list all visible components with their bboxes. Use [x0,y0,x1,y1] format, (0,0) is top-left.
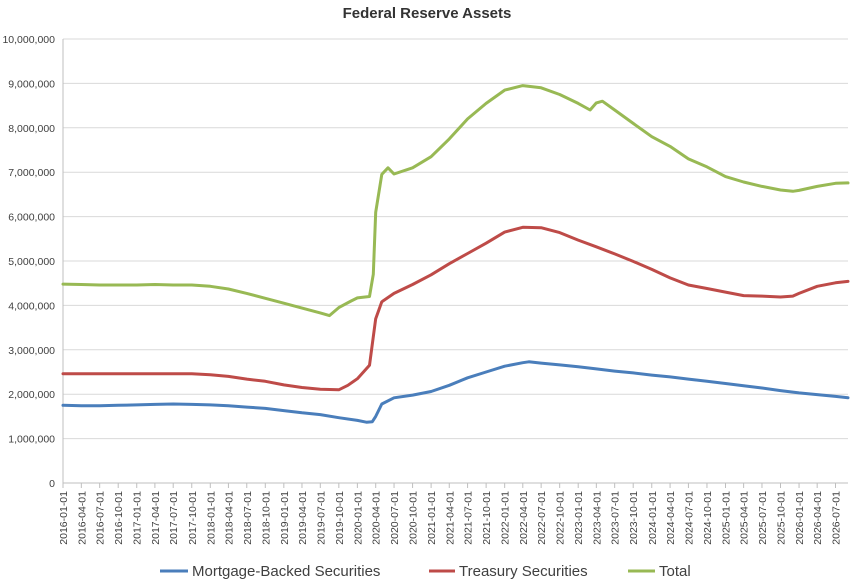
x-tick-label: 2025-10-01 [776,491,788,545]
chart-title: Federal Reserve Assets [343,5,512,22]
x-tick-label: 2018-01-01 [205,491,217,545]
x-axis: 2016-01-01 2016-04-01 2016-07-01 2016-10-01… [58,39,843,545]
x-tick-label: 2019-01-01 [279,491,291,545]
x-tick-label: 2018-07-01 [242,491,254,545]
x-tick-label: 2022-04-01 [518,491,530,545]
x-tick-label: 2019-04-01 [297,491,309,545]
x-tick-label: 2020-01-01 [352,491,364,545]
y-tick-label: 9,000,000 [8,78,55,90]
x-tick-label: 2022-07-01 [536,491,548,545]
x-tick-label: 2022-10-01 [555,491,567,545]
x-tick-label: 2023-10-01 [628,491,640,545]
x-tick-label: 2016-07-01 [95,491,107,545]
y-tick-label: 8,000,000 [8,123,55,135]
y-tick-label: 5,000,000 [8,256,55,268]
x-tick-label: 2025-01-01 [720,491,732,545]
x-tick-label: 2023-07-01 [610,491,622,545]
legend-label: Treasury Securities [459,563,588,580]
y-axis-tick-labels: 0 1,000,000 2,000,000 3,000,000 4,000,000 5,0… [2,34,55,490]
x-tick-label: 2020-04-01 [371,491,383,545]
legend: Mortgage-Backed Securities Treasury Secur… [160,563,691,580]
x-tick-label: 2026-07-01 [831,491,843,545]
y-tick-label: 3,000,000 [8,345,55,357]
x-tick-label: 2023-04-01 [591,491,603,545]
x-tick-label: 2024-07-01 [683,491,695,545]
series-line-mortgage-backed-securities [61,360,850,424]
x-tick-label: 2019-10-01 [334,491,346,545]
x-tick-label: 2016-04-01 [76,491,88,545]
x-tick-label: 2025-07-01 [757,491,769,545]
x-tick-label: 2026-01-01 [794,491,806,545]
x-tick-label: 2024-04-01 [665,491,677,545]
x-tick-label: 2018-04-01 [223,491,235,545]
x-tick-label: 2016-01-01 [58,491,70,545]
x-tick-label: 2024-10-01 [702,491,714,545]
y-tick-label: 1,000,000 [8,434,55,446]
x-tick-label: 2023-01-01 [573,491,585,545]
x-tick-label: 2017-10-01 [187,491,199,545]
y-tick-label: 6,000,000 [8,212,55,224]
series-line-total [61,84,850,318]
y-tick-label: 7,000,000 [8,167,55,179]
x-tick-label: 2020-10-01 [408,491,420,545]
legend-label: Total [659,563,691,580]
y-tick-label: 0 [49,478,55,490]
x-tick-label: 2021-04-01 [444,491,456,545]
x-tick-label: 2017-01-01 [132,491,144,545]
x-tick-label: 2022-01-01 [500,491,512,545]
series-line-treasury-securities [61,225,850,392]
x-tick-label: 2021-01-01 [426,491,438,545]
x-tick-label: 2026-04-01 [812,491,824,545]
x-tick-label: 2017-04-01 [150,491,162,545]
legend-label: Mortgage-Backed Securities [192,563,380,580]
x-tick-label: 2024-01-01 [647,491,659,545]
y-tick-label: 4,000,000 [8,300,55,312]
x-tick-label: 2017-07-01 [168,491,180,545]
y-tick-label: 10,000,000 [2,34,55,46]
x-tick-label: 2019-07-01 [315,491,327,545]
x-tick-label: 2021-10-01 [481,491,493,545]
x-tick-label: 2018-10-01 [260,491,272,545]
x-tick-label: 2021-07-01 [463,491,475,545]
series-lines [61,84,850,424]
x-tick-label: 2025-04-01 [739,491,751,545]
y-tick-label: 2,000,000 [8,389,55,401]
x-tick-label: 2020-07-01 [389,491,401,545]
x-tick-label: 2016-10-01 [113,491,125,545]
